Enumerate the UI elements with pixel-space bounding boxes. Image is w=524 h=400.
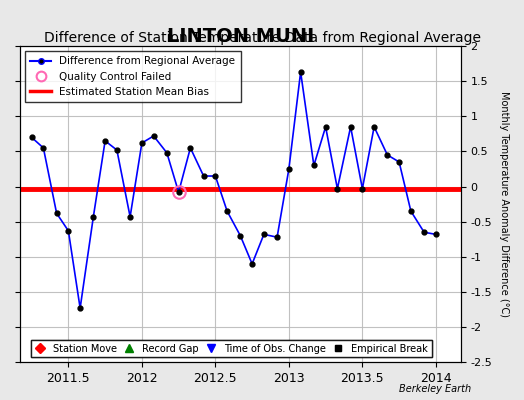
Y-axis label: Monthly Temperature Anomaly Difference (°C): Monthly Temperature Anomaly Difference (… <box>499 91 509 317</box>
Text: Difference of Station Temperature Data from Regional Average: Difference of Station Temperature Data f… <box>43 31 481 45</box>
Legend: Station Move, Record Gap, Time of Obs. Change, Empirical Break: Station Move, Record Gap, Time of Obs. C… <box>31 340 432 358</box>
Text: Berkeley Earth: Berkeley Earth <box>399 384 472 394</box>
Title: LINTON MUNI: LINTON MUNI <box>167 27 314 46</box>
